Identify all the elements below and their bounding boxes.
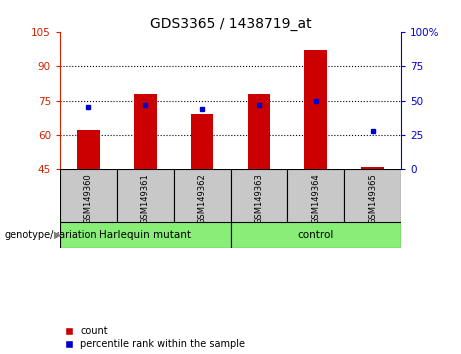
Legend: count, percentile rank within the sample: count, percentile rank within the sample (65, 326, 245, 349)
Bar (60, 169, 117, 222)
Bar (60, 222, 230, 248)
Text: GSM149361: GSM149361 (141, 173, 150, 224)
Bar (117, 169, 174, 222)
Text: genotype/variation: genotype/variation (5, 230, 97, 240)
Text: ▶: ▶ (54, 230, 61, 240)
Text: GSM149365: GSM149365 (368, 173, 377, 224)
Bar (174, 169, 230, 222)
Bar (230, 222, 401, 248)
Bar (191, 114, 213, 169)
Text: control: control (298, 230, 334, 240)
Text: GSM149360: GSM149360 (84, 173, 93, 224)
Bar (230, 169, 287, 222)
Text: Harlequin mutant: Harlequin mutant (99, 230, 191, 240)
Text: GSM149363: GSM149363 (254, 173, 263, 224)
Text: GSM149362: GSM149362 (198, 173, 207, 224)
Bar (248, 94, 270, 169)
Bar (344, 169, 401, 222)
Bar (287, 169, 344, 222)
Bar (361, 167, 384, 169)
Title: GDS3365 / 1438719_at: GDS3365 / 1438719_at (150, 17, 311, 31)
Bar (134, 94, 157, 169)
Text: GSM149364: GSM149364 (311, 173, 320, 224)
Bar (304, 50, 327, 169)
Bar (77, 130, 100, 169)
